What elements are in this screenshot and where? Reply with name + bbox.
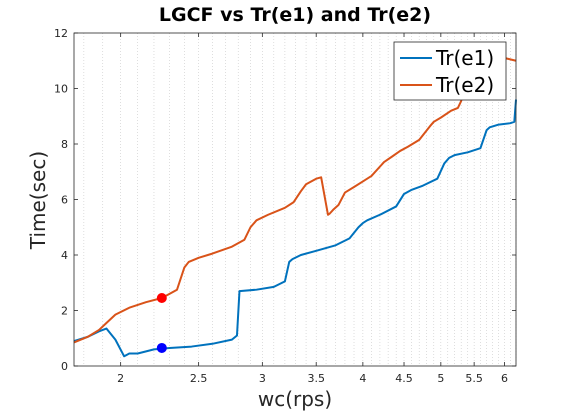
- series-line-tr-e1: [73, 99, 517, 358]
- y-tick-label: 10: [54, 83, 68, 96]
- chart-title: LGCF vs Tr(e1) and Tr(e2): [159, 4, 431, 26]
- y-axis-label: Time(sec): [26, 151, 50, 250]
- x-tick-label: 4: [359, 372, 366, 385]
- x-axis-label: wc(rps): [258, 387, 332, 411]
- x-tick-label: 4.5: [395, 372, 413, 385]
- x-tick-label: 2.5: [190, 372, 208, 385]
- y-tick-label: 2: [61, 305, 68, 318]
- y-tick-label: 0: [61, 360, 68, 373]
- x-tick-label: 5: [437, 372, 444, 385]
- y-tick-label: 12: [54, 27, 68, 40]
- legend: Tr(e1) Tr(e2): [393, 41, 507, 101]
- series-line-tr-e2: [73, 56, 517, 344]
- y-tick-label: 8: [61, 138, 68, 151]
- red-marker-point: [156, 293, 167, 304]
- legend-label-tr-e2: Tr(e2): [435, 73, 494, 97]
- legend-box: [393, 41, 507, 101]
- x-tick-label: 3: [259, 372, 266, 385]
- x-tick-label: 2: [117, 372, 124, 385]
- x-tick-label: 3.5: [307, 372, 325, 385]
- y-tick-label: 6: [61, 194, 68, 207]
- x-tick-label: 6: [501, 372, 508, 385]
- x-tick-label: 5.5: [465, 372, 483, 385]
- axes-box: [73, 32, 517, 367]
- blue-marker-point: [156, 342, 167, 353]
- y-tick-label: 4: [61, 249, 68, 262]
- ticks: 2 2.5 3 3.5 4 4.5 5 5.5 6 0 2 4 6 8 10 12: [54, 27, 516, 385]
- legend-label-tr-e1: Tr(e1): [435, 46, 494, 70]
- plot-area: [73, 56, 517, 358]
